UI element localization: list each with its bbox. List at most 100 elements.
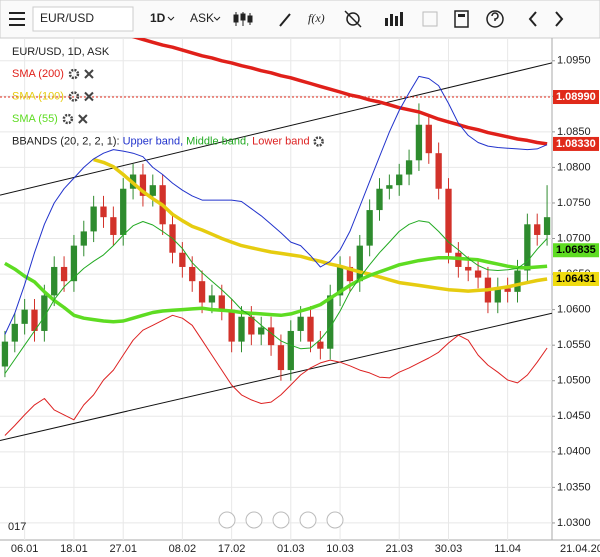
candle-body	[258, 327, 265, 335]
legend-entry: Lower band	[252, 135, 310, 147]
candle-body	[415, 124, 423, 161]
x-tick-label: 18.01	[60, 543, 88, 555]
navigation	[218, 511, 344, 529]
timeframe[interactable]: 1D	[150, 11, 166, 25]
indicator-button[interactable]: f(x)	[308, 11, 325, 25]
candle-body	[51, 266, 58, 296]
price-label: 1.06835	[556, 244, 596, 256]
zoom-out[interactable]	[245, 511, 263, 529]
indicator-line	[4, 220, 548, 374]
chart-type-icon[interactable]	[233, 12, 253, 26]
scroll-right[interactable]	[555, 11, 564, 27]
candle-body	[120, 188, 127, 235]
candle-body	[31, 309, 38, 331]
candle-body	[21, 309, 28, 324]
trendline	[0, 62, 552, 196]
settings-icon[interactable]	[68, 91, 80, 102]
remove-icon[interactable]	[84, 69, 94, 79]
candle-body	[336, 266, 344, 296]
price-label-bg	[553, 271, 599, 286]
y-tick-label: 1.0800	[557, 161, 591, 173]
candle-body	[228, 309, 235, 342]
candle-body	[208, 295, 216, 303]
candle-body	[514, 270, 521, 292]
candle-body	[386, 185, 393, 189]
candle-body	[267, 327, 275, 346]
x-tick-label: 01.03	[277, 543, 305, 555]
legend-entry: SMA (200)	[12, 68, 64, 80]
scroll-left[interactable]	[528, 11, 537, 27]
y-tick-label: 1.0600	[557, 304, 591, 316]
candle-body	[327, 295, 334, 349]
volume-icon[interactable]	[385, 12, 403, 26]
candle-body	[100, 206, 107, 218]
x-tick-label: 27.01	[109, 543, 137, 555]
indicator-line	[93, 157, 548, 293]
candle-body	[179, 252, 186, 267]
overlay: 1.08990 1.08330 1.06835 1.06431 EUR/USD, 1D,…	[0, 46, 599, 286]
settings-icon[interactable]	[68, 68, 80, 80]
candle-body	[110, 217, 117, 235]
candle-body	[534, 224, 541, 235]
candle-body	[198, 281, 206, 303]
candle-body	[346, 266, 354, 282]
candle-body	[80, 231, 87, 246]
y-tick-label: 1.0700	[557, 232, 591, 244]
symbol-box[interactable]	[32, 6, 134, 32]
y-tick-label: 1.0850	[557, 126, 591, 138]
candle-body	[11, 323, 18, 342]
remove-icon[interactable]	[84, 91, 94, 102]
candle-body	[356, 245, 363, 282]
nav-forward[interactable]	[326, 511, 344, 529]
candle-body	[287, 330, 294, 371]
candle-body	[405, 160, 413, 175]
draw-icon[interactable]	[279, 13, 291, 27]
calendar-icon[interactable]	[422, 11, 438, 27]
side[interactable]: ASK	[190, 11, 214, 25]
settings-icon[interactable]	[313, 136, 324, 147]
symbol[interactable]: EUR/USD	[40, 11, 94, 25]
candle-body	[307, 316, 314, 342]
candle-body	[366, 210, 373, 246]
candle-body	[41, 295, 48, 331]
candle-body	[238, 316, 245, 342]
candle-body	[504, 288, 511, 292]
y-tick-label: 1.0450	[557, 410, 591, 422]
grid: 1.0300 1.0350 1.0400 1.0450 1.0500 1.0550 1.06…	[0, 38, 591, 555]
settings-icon[interactable]	[62, 113, 74, 125]
zoom-reset[interactable]	[272, 511, 290, 529]
indicator-line	[4, 75, 548, 335]
candle-body	[218, 295, 225, 310]
remove-icon[interactable]	[78, 114, 88, 124]
nav-back[interactable]	[218, 511, 236, 529]
indicator-line	[4, 255, 548, 324]
indicator-line	[131, 38, 548, 146]
candle-body	[543, 217, 551, 235]
indicator-line	[4, 314, 548, 436]
candle-body	[465, 266, 472, 271]
price-label-bg	[553, 136, 599, 151]
legend-entry: SMA (55)	[12, 113, 58, 125]
help-icon[interactable]	[486, 10, 504, 28]
corner-label: 017	[8, 521, 26, 533]
y-tick-label: 1.0950	[557, 55, 591, 67]
candle-body	[60, 266, 68, 282]
menu-button[interactable]	[9, 12, 25, 26]
candle-body	[149, 185, 156, 196]
calculator-icon[interactable]	[454, 10, 469, 28]
price-label: 1.06431	[556, 273, 596, 285]
x-tick-label: 08.02	[169, 543, 197, 555]
dropdown-icon	[167, 16, 175, 21]
candle-body	[189, 266, 196, 282]
candle-body	[435, 153, 442, 189]
candle-body	[474, 270, 482, 278]
toolbar: EUR/USD 1D ASK f(x)	[0, 0, 600, 39]
candle-body	[1, 341, 9, 367]
zoom-in[interactable]	[299, 511, 317, 529]
candle-body	[445, 188, 452, 253]
plot	[0, 38, 552, 441]
candle-body	[70, 245, 78, 282]
settings-icon[interactable]	[344, 10, 362, 28]
y-tick-label: 1.0750	[557, 197, 591, 209]
